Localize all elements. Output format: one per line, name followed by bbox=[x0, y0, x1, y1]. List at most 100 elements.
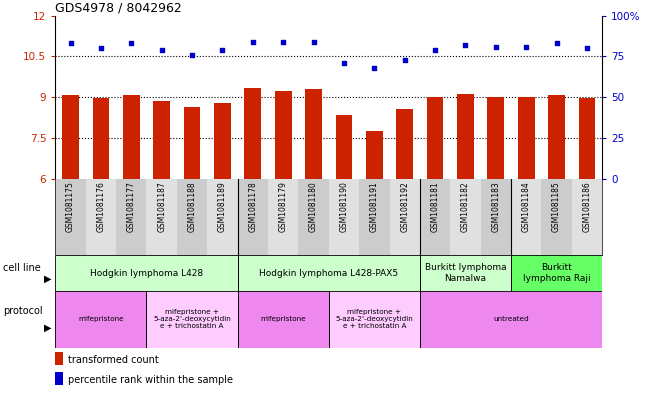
Text: GSM1081176: GSM1081176 bbox=[96, 181, 105, 232]
Point bbox=[491, 44, 501, 50]
Bar bbox=[207, 179, 238, 255]
Bar bbox=[511, 255, 602, 291]
Bar bbox=[480, 179, 511, 255]
Text: GSM1081177: GSM1081177 bbox=[127, 181, 136, 232]
Point bbox=[96, 45, 106, 51]
Point bbox=[278, 39, 288, 45]
Point bbox=[339, 60, 349, 66]
Text: GSM1081185: GSM1081185 bbox=[552, 181, 561, 232]
Bar bbox=[298, 179, 329, 255]
Bar bbox=[55, 372, 63, 385]
Text: mifepristone: mifepristone bbox=[78, 316, 124, 322]
Point bbox=[551, 40, 562, 47]
Bar bbox=[238, 179, 268, 255]
Bar bbox=[55, 255, 238, 291]
Bar bbox=[420, 255, 511, 291]
Text: GSM1081179: GSM1081179 bbox=[279, 181, 288, 232]
Bar bbox=[177, 179, 207, 255]
Text: Burkitt lymphoma
Namalwa: Burkitt lymphoma Namalwa bbox=[424, 263, 506, 283]
Bar bbox=[511, 255, 602, 291]
Bar bbox=[62, 95, 79, 179]
Bar bbox=[488, 97, 504, 179]
Text: GSM1081184: GSM1081184 bbox=[521, 181, 531, 232]
Text: ▶: ▶ bbox=[44, 274, 51, 283]
Text: Hodgkin lymphoma L428-PAX5: Hodgkin lymphoma L428-PAX5 bbox=[259, 269, 398, 277]
Bar bbox=[146, 179, 177, 255]
Bar bbox=[511, 179, 542, 255]
Bar bbox=[359, 179, 389, 255]
Bar bbox=[244, 88, 261, 179]
Bar bbox=[238, 291, 329, 348]
Bar bbox=[268, 179, 298, 255]
Bar bbox=[329, 291, 420, 348]
Bar bbox=[238, 255, 420, 291]
Bar bbox=[366, 131, 383, 179]
Point bbox=[247, 39, 258, 45]
Point bbox=[187, 52, 197, 58]
Point bbox=[460, 42, 471, 48]
Bar bbox=[154, 101, 170, 179]
Bar bbox=[579, 98, 596, 179]
Point bbox=[217, 47, 228, 53]
Bar bbox=[238, 291, 329, 348]
Bar bbox=[55, 179, 86, 255]
Bar bbox=[542, 179, 572, 255]
Text: Burkitt
lymphoma Raji: Burkitt lymphoma Raji bbox=[523, 263, 590, 283]
Bar bbox=[450, 179, 480, 255]
Point bbox=[521, 44, 531, 50]
Point bbox=[400, 57, 410, 63]
Text: GSM1081186: GSM1081186 bbox=[583, 181, 592, 232]
Point bbox=[582, 45, 592, 51]
Point bbox=[369, 65, 380, 71]
Point bbox=[156, 47, 167, 53]
Text: GSM1081178: GSM1081178 bbox=[248, 181, 257, 232]
Text: Hodgkin lymphoma L428: Hodgkin lymphoma L428 bbox=[90, 269, 203, 277]
Text: GSM1081182: GSM1081182 bbox=[461, 181, 470, 232]
Bar bbox=[518, 97, 534, 179]
Text: GSM1081190: GSM1081190 bbox=[339, 181, 348, 232]
Bar bbox=[55, 291, 146, 348]
Bar bbox=[116, 179, 146, 255]
Bar bbox=[420, 179, 450, 255]
Point bbox=[309, 39, 319, 45]
Bar bbox=[420, 255, 511, 291]
Point bbox=[126, 40, 137, 47]
Bar bbox=[427, 97, 443, 179]
Bar bbox=[396, 110, 413, 179]
Bar bbox=[336, 115, 352, 179]
Bar bbox=[92, 98, 109, 179]
Bar bbox=[146, 291, 238, 348]
Text: GDS4978 / 8042962: GDS4978 / 8042962 bbox=[55, 2, 182, 15]
Bar bbox=[305, 89, 322, 179]
Text: mifepristone +
5-aza-2'-deoxycytidin
e + trichostatin A: mifepristone + 5-aza-2'-deoxycytidin e +… bbox=[335, 309, 413, 329]
Text: GSM1081180: GSM1081180 bbox=[309, 181, 318, 232]
Bar bbox=[146, 291, 238, 348]
Text: GSM1081189: GSM1081189 bbox=[218, 181, 227, 232]
Bar bbox=[457, 94, 474, 179]
Bar bbox=[275, 91, 292, 179]
Text: cell line: cell line bbox=[3, 263, 41, 273]
Text: ▶: ▶ bbox=[44, 323, 51, 333]
Bar bbox=[55, 352, 63, 365]
Bar bbox=[389, 179, 420, 255]
Text: mifepristone +
5-aza-2'-deoxycytidin
e + trichostatin A: mifepristone + 5-aza-2'-deoxycytidin e +… bbox=[153, 309, 231, 329]
Bar bbox=[238, 255, 420, 291]
Text: mifepristone: mifepristone bbox=[260, 316, 306, 322]
Bar bbox=[55, 291, 146, 348]
Bar bbox=[329, 179, 359, 255]
Text: transformed count: transformed count bbox=[68, 355, 159, 365]
Bar bbox=[572, 179, 602, 255]
Bar bbox=[329, 291, 420, 348]
Bar bbox=[548, 95, 565, 179]
Bar bbox=[420, 291, 602, 348]
Text: GSM1081191: GSM1081191 bbox=[370, 181, 379, 232]
Text: GSM1081187: GSM1081187 bbox=[157, 181, 166, 232]
Text: GSM1081188: GSM1081188 bbox=[187, 181, 197, 232]
Text: untreated: untreated bbox=[493, 316, 529, 322]
Text: GSM1081192: GSM1081192 bbox=[400, 181, 409, 232]
Text: GSM1081175: GSM1081175 bbox=[66, 181, 75, 232]
Text: GSM1081181: GSM1081181 bbox=[430, 181, 439, 232]
Text: percentile rank within the sample: percentile rank within the sample bbox=[68, 375, 233, 386]
Point bbox=[430, 47, 440, 53]
Bar bbox=[55, 255, 238, 291]
